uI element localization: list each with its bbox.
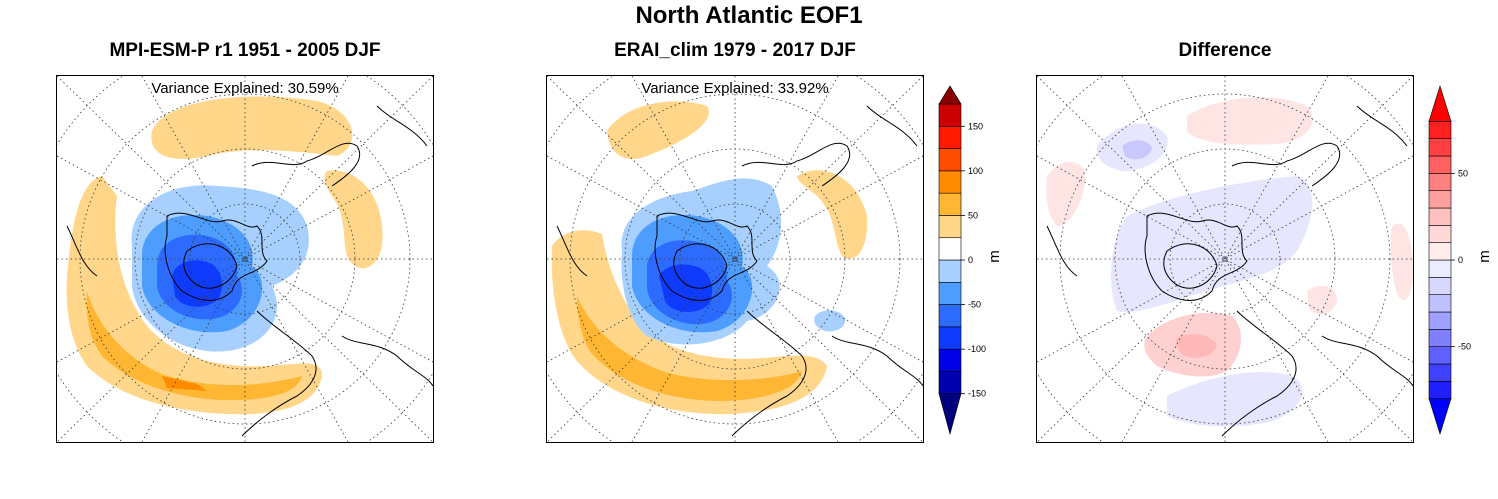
colorbar-main-level-2 <box>938 348 962 372</box>
colorbar-diff-level-8 <box>1428 259 1452 278</box>
colorbar-diff-level-17 <box>1428 84 1452 122</box>
panel-2-variance: Variance Explained: 33.92% <box>641 80 829 97</box>
colorbar-diff-tick-label: 50 <box>1458 168 1468 178</box>
colorbar-main-tick-label: 50 <box>968 210 978 220</box>
colorbar-diff-level-0 <box>1428 398 1452 436</box>
panel-3-north-positive <box>1187 97 1313 145</box>
panel-1-negative-deep <box>172 260 223 307</box>
colorbar-main-level-7 <box>938 237 962 261</box>
colorbar-diff-tick-label: 0 <box>1458 255 1463 265</box>
colorbar-diff-level-10 <box>1428 225 1452 243</box>
panel-3-title: Difference <box>1178 40 1272 61</box>
panel-2-asia-positive <box>797 170 868 259</box>
colorbar-main-tick-label: 100 <box>968 166 983 176</box>
panel-3-atlantic-positive-core <box>1175 334 1217 358</box>
colorbar-diff-level-14 <box>1428 155 1452 174</box>
colorbar-diff-level-4 <box>1428 329 1452 347</box>
colorbar-main-level-11 <box>938 148 962 172</box>
colorbar-diff: -50 0 50 <box>1424 82 1489 443</box>
colorbar-main-level-9 <box>938 192 962 216</box>
colorbar-diff-svg: -50 0 50 <box>1428 84 1471 436</box>
panel-1-asia-positive <box>324 170 383 269</box>
colorbar-diff-level-7 <box>1428 277 1452 295</box>
panel-3-difference-field <box>1046 97 1413 427</box>
colorbar-diff-level-9 <box>1428 242 1452 261</box>
colorbar-main: -150 -100 -50 0 50 100 150 <box>934 82 999 443</box>
panel-1-plot <box>57 76 433 442</box>
panel-1-atlantic-positive-band <box>66 176 323 415</box>
panel-3-map <box>1036 75 1414 443</box>
colorbar-diff-level-3 <box>1428 346 1452 365</box>
colorbar-main-level-8 <box>938 215 962 239</box>
colorbar-diff-level-5 <box>1428 311 1452 330</box>
panel-2-pacific-positive <box>607 101 709 159</box>
figure-title: North Atlantic EOF1 <box>635 2 863 29</box>
colorbar-main-svg: -150 -100 -50 0 50 100 150 <box>938 85 986 436</box>
colorbar-main-level-1 <box>938 371 962 395</box>
colorbar-diff-level-15 <box>1428 138 1452 157</box>
colorbar-diff-level-6 <box>1428 294 1452 313</box>
panel-3-central-negative <box>1111 176 1313 312</box>
panel-2-positive-ring <box>551 101 868 415</box>
panel-2-coastlines <box>556 105 923 437</box>
colorbar-main-level-0 <box>938 393 962 436</box>
panel-2-negative-center <box>621 178 846 345</box>
panel-1-positive-ring <box>66 96 383 415</box>
colorbar-diff-level-13 <box>1428 173 1452 191</box>
colorbar-diff-level-16 <box>1428 121 1452 139</box>
panel-3-coastlines <box>1046 105 1413 437</box>
colorbar-main-level-5 <box>938 281 962 305</box>
panel-1-variance: Variance Explained: 30.59% <box>151 80 339 97</box>
colorbar-main-level-3 <box>938 326 962 350</box>
panel-2-plot <box>547 76 923 442</box>
panel-1-map: Variance Explained: 30.59% <box>56 75 434 443</box>
colorbar-main-tick-label: -50 <box>968 300 981 310</box>
colorbar-diff-level-2 <box>1428 363 1452 382</box>
panel-1-graticule <box>57 76 433 442</box>
colorbar-main-tick-label: 0 <box>968 255 973 265</box>
colorbar-main-tick-label: -100 <box>968 344 986 354</box>
colorbar-main-tick-label: 150 <box>968 121 983 131</box>
colorbar-main-unit: m <box>985 250 1003 263</box>
colorbar-main-tick-label: -150 <box>968 389 986 399</box>
panel-3-east-positive <box>1390 223 1413 300</box>
panel-2-negative-light-outlier <box>814 310 846 332</box>
panel-1-title: MPI-ESM-P r1 1951 - 2005 DJF <box>109 40 381 61</box>
panel-3-plot <box>1037 76 1413 442</box>
panel-3-west-positive <box>1046 161 1086 226</box>
colorbar-diff-level-12 <box>1428 190 1452 209</box>
panel-2-map: Variance Explained: 33.92% <box>546 75 924 443</box>
colorbar-diff-level-1 <box>1428 381 1452 399</box>
colorbar-diff-unit: m <box>1475 250 1493 263</box>
colorbar-main-level-13 <box>938 103 962 127</box>
panel-2-title: ERAI_clim 1979 - 2017 DJF <box>614 40 856 61</box>
panel-2-atlantic-positive-mid <box>577 296 802 401</box>
panel-1-atlantic-positive-mid <box>86 291 302 401</box>
panel-3-north-negative-core <box>1122 140 1152 160</box>
panel-1-pacific-positive <box>151 96 353 159</box>
panel-3-graticule <box>1037 76 1413 442</box>
colorbar-diff-tick-label: -50 <box>1458 342 1471 352</box>
colorbar-diff-level-11 <box>1428 207 1452 226</box>
colorbar-main-level-6 <box>938 259 962 283</box>
panel-3-east-positive-small <box>1307 285 1337 315</box>
panel-2-graticule <box>547 76 923 442</box>
colorbar-main-level-10 <box>938 170 962 194</box>
colorbar-main-level-4 <box>938 304 962 328</box>
panel-3-south-negative <box>1167 372 1303 427</box>
panel-1-negative-center <box>131 185 309 352</box>
colorbar-main-level-12 <box>938 125 962 149</box>
panel-1-coastlines <box>66 105 433 437</box>
colorbar-main-level-14 <box>938 85 962 105</box>
